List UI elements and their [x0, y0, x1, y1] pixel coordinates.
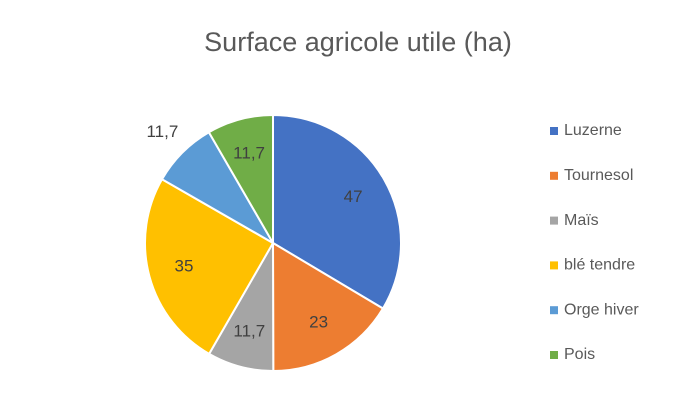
data-label: 11,7	[233, 143, 265, 162]
data-label: 47	[344, 187, 363, 206]
data-label: 35	[175, 256, 194, 275]
legend-swatch	[550, 127, 558, 135]
legend-label: blé tendre	[564, 257, 635, 274]
chart-title: Surface agricole utile (ha)	[204, 27, 512, 57]
data-label: 23	[309, 313, 328, 332]
legend-label: Maïs	[564, 212, 599, 229]
legend-label: Orge hiver	[564, 301, 639, 318]
legend-label: Pois	[564, 346, 595, 363]
pie-slice	[144, 177, 275, 356]
legend-swatch	[550, 351, 558, 359]
legend-swatch	[550, 171, 558, 180]
legend-swatch	[550, 306, 558, 315]
legend-swatch	[550, 261, 558, 270]
pie-slice	[272, 113, 402, 310]
pie-slice	[207, 113, 274, 247]
data-label: 11,7	[233, 322, 265, 341]
legend-swatch	[550, 216, 558, 225]
legend-label: Tournesol	[564, 167, 633, 184]
data-label: 11,7	[146, 122, 178, 141]
legend-label: Luzerne	[564, 122, 622, 139]
pie-slice	[271, 241, 385, 373]
